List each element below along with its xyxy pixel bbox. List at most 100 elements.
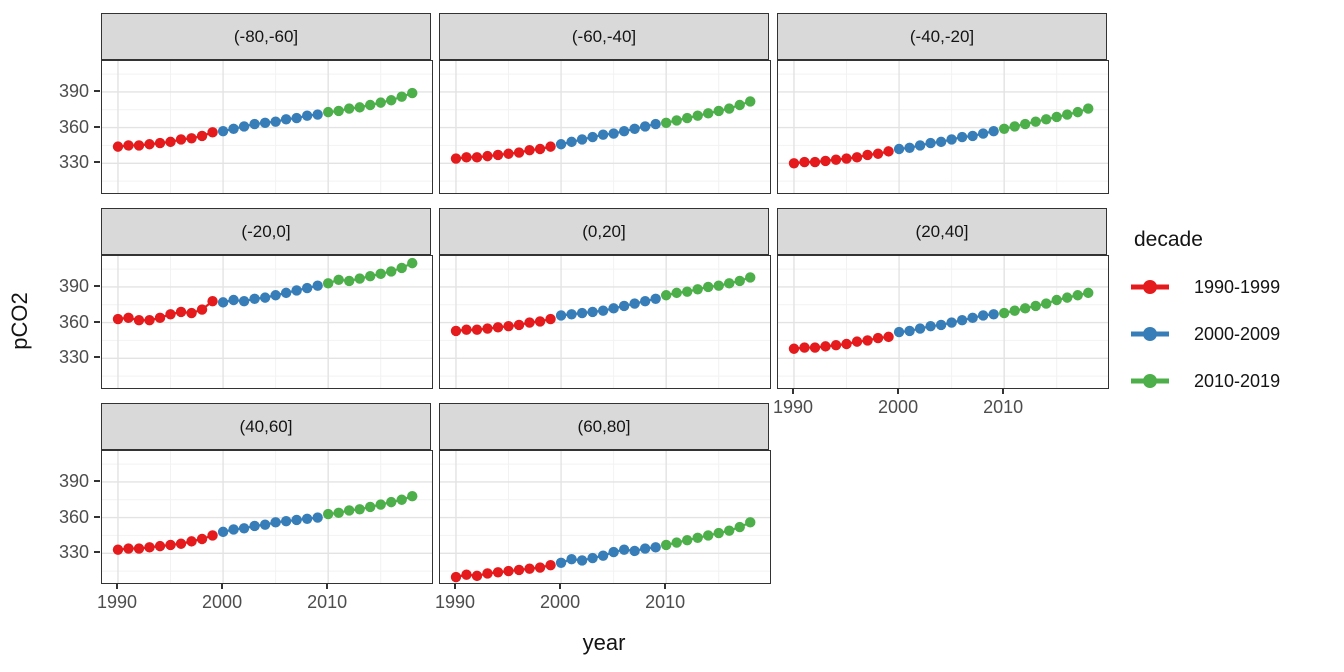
data-point [386, 266, 397, 277]
decade-line [560, 122, 656, 146]
x-tick-label: 1990 [434, 592, 475, 612]
decade-line [898, 313, 994, 334]
data-point [956, 131, 968, 143]
data-point [713, 105, 724, 117]
data-point [259, 519, 271, 530]
data-point [1041, 114, 1052, 125]
data-point [734, 521, 745, 533]
data-point [639, 543, 651, 554]
data-point [745, 272, 756, 283]
data-point [841, 153, 852, 164]
data-point [291, 285, 302, 296]
data-point [322, 278, 334, 289]
data-point [492, 567, 504, 578]
x-tick-mark [221, 583, 224, 589]
data-point [482, 150, 493, 162]
data-point [925, 320, 936, 332]
decade-line [117, 534, 213, 551]
data-point [851, 336, 863, 347]
data-point [280, 287, 292, 299]
data-point [450, 325, 462, 337]
data-point [1019, 303, 1031, 314]
data-point [692, 284, 703, 295]
data-point [154, 540, 166, 552]
data-point [322, 106, 334, 118]
data-point [883, 331, 894, 343]
data-point [576, 134, 588, 145]
data-point [703, 281, 714, 293]
y-tick-mark [94, 125, 100, 128]
data-point [998, 307, 1010, 319]
data-point [165, 309, 176, 320]
data-point [175, 538, 187, 549]
data-point [280, 114, 292, 125]
facet-strip: (20,40] [777, 208, 1107, 255]
decade-line [793, 335, 889, 350]
facet-strip-label: (40,60] [239, 416, 293, 436]
data-point [144, 315, 155, 326]
y-tick-mark [94, 479, 100, 483]
data-point [1083, 103, 1094, 114]
facet-panel [777, 255, 1109, 389]
x-tick-mark [453, 583, 457, 589]
data-point [396, 494, 407, 505]
data-point [144, 542, 155, 553]
data-point [1009, 121, 1020, 132]
data-point [734, 275, 745, 287]
y-tick-label: 360 [58, 311, 89, 332]
data-point [946, 317, 957, 328]
y-tick-label: 330 [58, 152, 89, 173]
decade-line [793, 150, 889, 165]
data-point [471, 324, 483, 335]
x-tick-mark [326, 583, 329, 589]
data-point [133, 543, 145, 554]
y-tick-mark [94, 284, 100, 288]
data-point [301, 282, 313, 294]
data-point [671, 287, 682, 299]
facet-strip-label: (-40,-20] [909, 26, 975, 46]
data-point [333, 507, 344, 519]
data-point [681, 286, 693, 297]
data-point [207, 295, 218, 307]
decade-line [455, 564, 551, 579]
data-point [904, 142, 915, 154]
facet-panel [777, 60, 1109, 194]
data-point [555, 139, 567, 150]
data-point [1072, 290, 1083, 301]
data-point [175, 134, 187, 145]
data-point [788, 343, 800, 354]
data-point [386, 95, 397, 106]
x-axis-title: year [582, 630, 626, 655]
data-point [524, 563, 535, 574]
legend: decade 1990-1999 2000-2009 2010-2019 [1128, 228, 1338, 417]
facet-panel [101, 60, 433, 194]
data-point [354, 102, 365, 113]
facet-strip-label: (60,80] [577, 416, 631, 436]
data-point [186, 536, 197, 547]
data-point [820, 341, 831, 352]
legend-key-icon [1131, 280, 1169, 294]
y-tick-mark [94, 320, 100, 323]
data-point [301, 110, 313, 121]
data-point [597, 305, 609, 316]
facet-strip-label: (-20,0] [241, 221, 291, 241]
data-point [112, 141, 124, 152]
data-point [555, 557, 567, 568]
y-axis-title: pCO2 [7, 292, 32, 350]
data-point [830, 154, 842, 165]
data-point [513, 564, 525, 576]
legend-item-label: 1990-1999 [1194, 276, 1281, 297]
data-point [724, 525, 735, 536]
decade-line [222, 516, 318, 533]
data-point [988, 309, 999, 320]
y-tick-label: 360 [58, 116, 89, 137]
data-point [1030, 116, 1041, 127]
data-point [872, 332, 884, 344]
data-point [207, 530, 218, 541]
y-tick-mark [94, 356, 100, 359]
data-point [228, 294, 239, 306]
data-point [597, 550, 609, 561]
x-tick-label: 1990 [96, 592, 137, 612]
data-point [503, 565, 514, 577]
legend-item-2000-2009: 2000-2009 [1128, 323, 1338, 345]
